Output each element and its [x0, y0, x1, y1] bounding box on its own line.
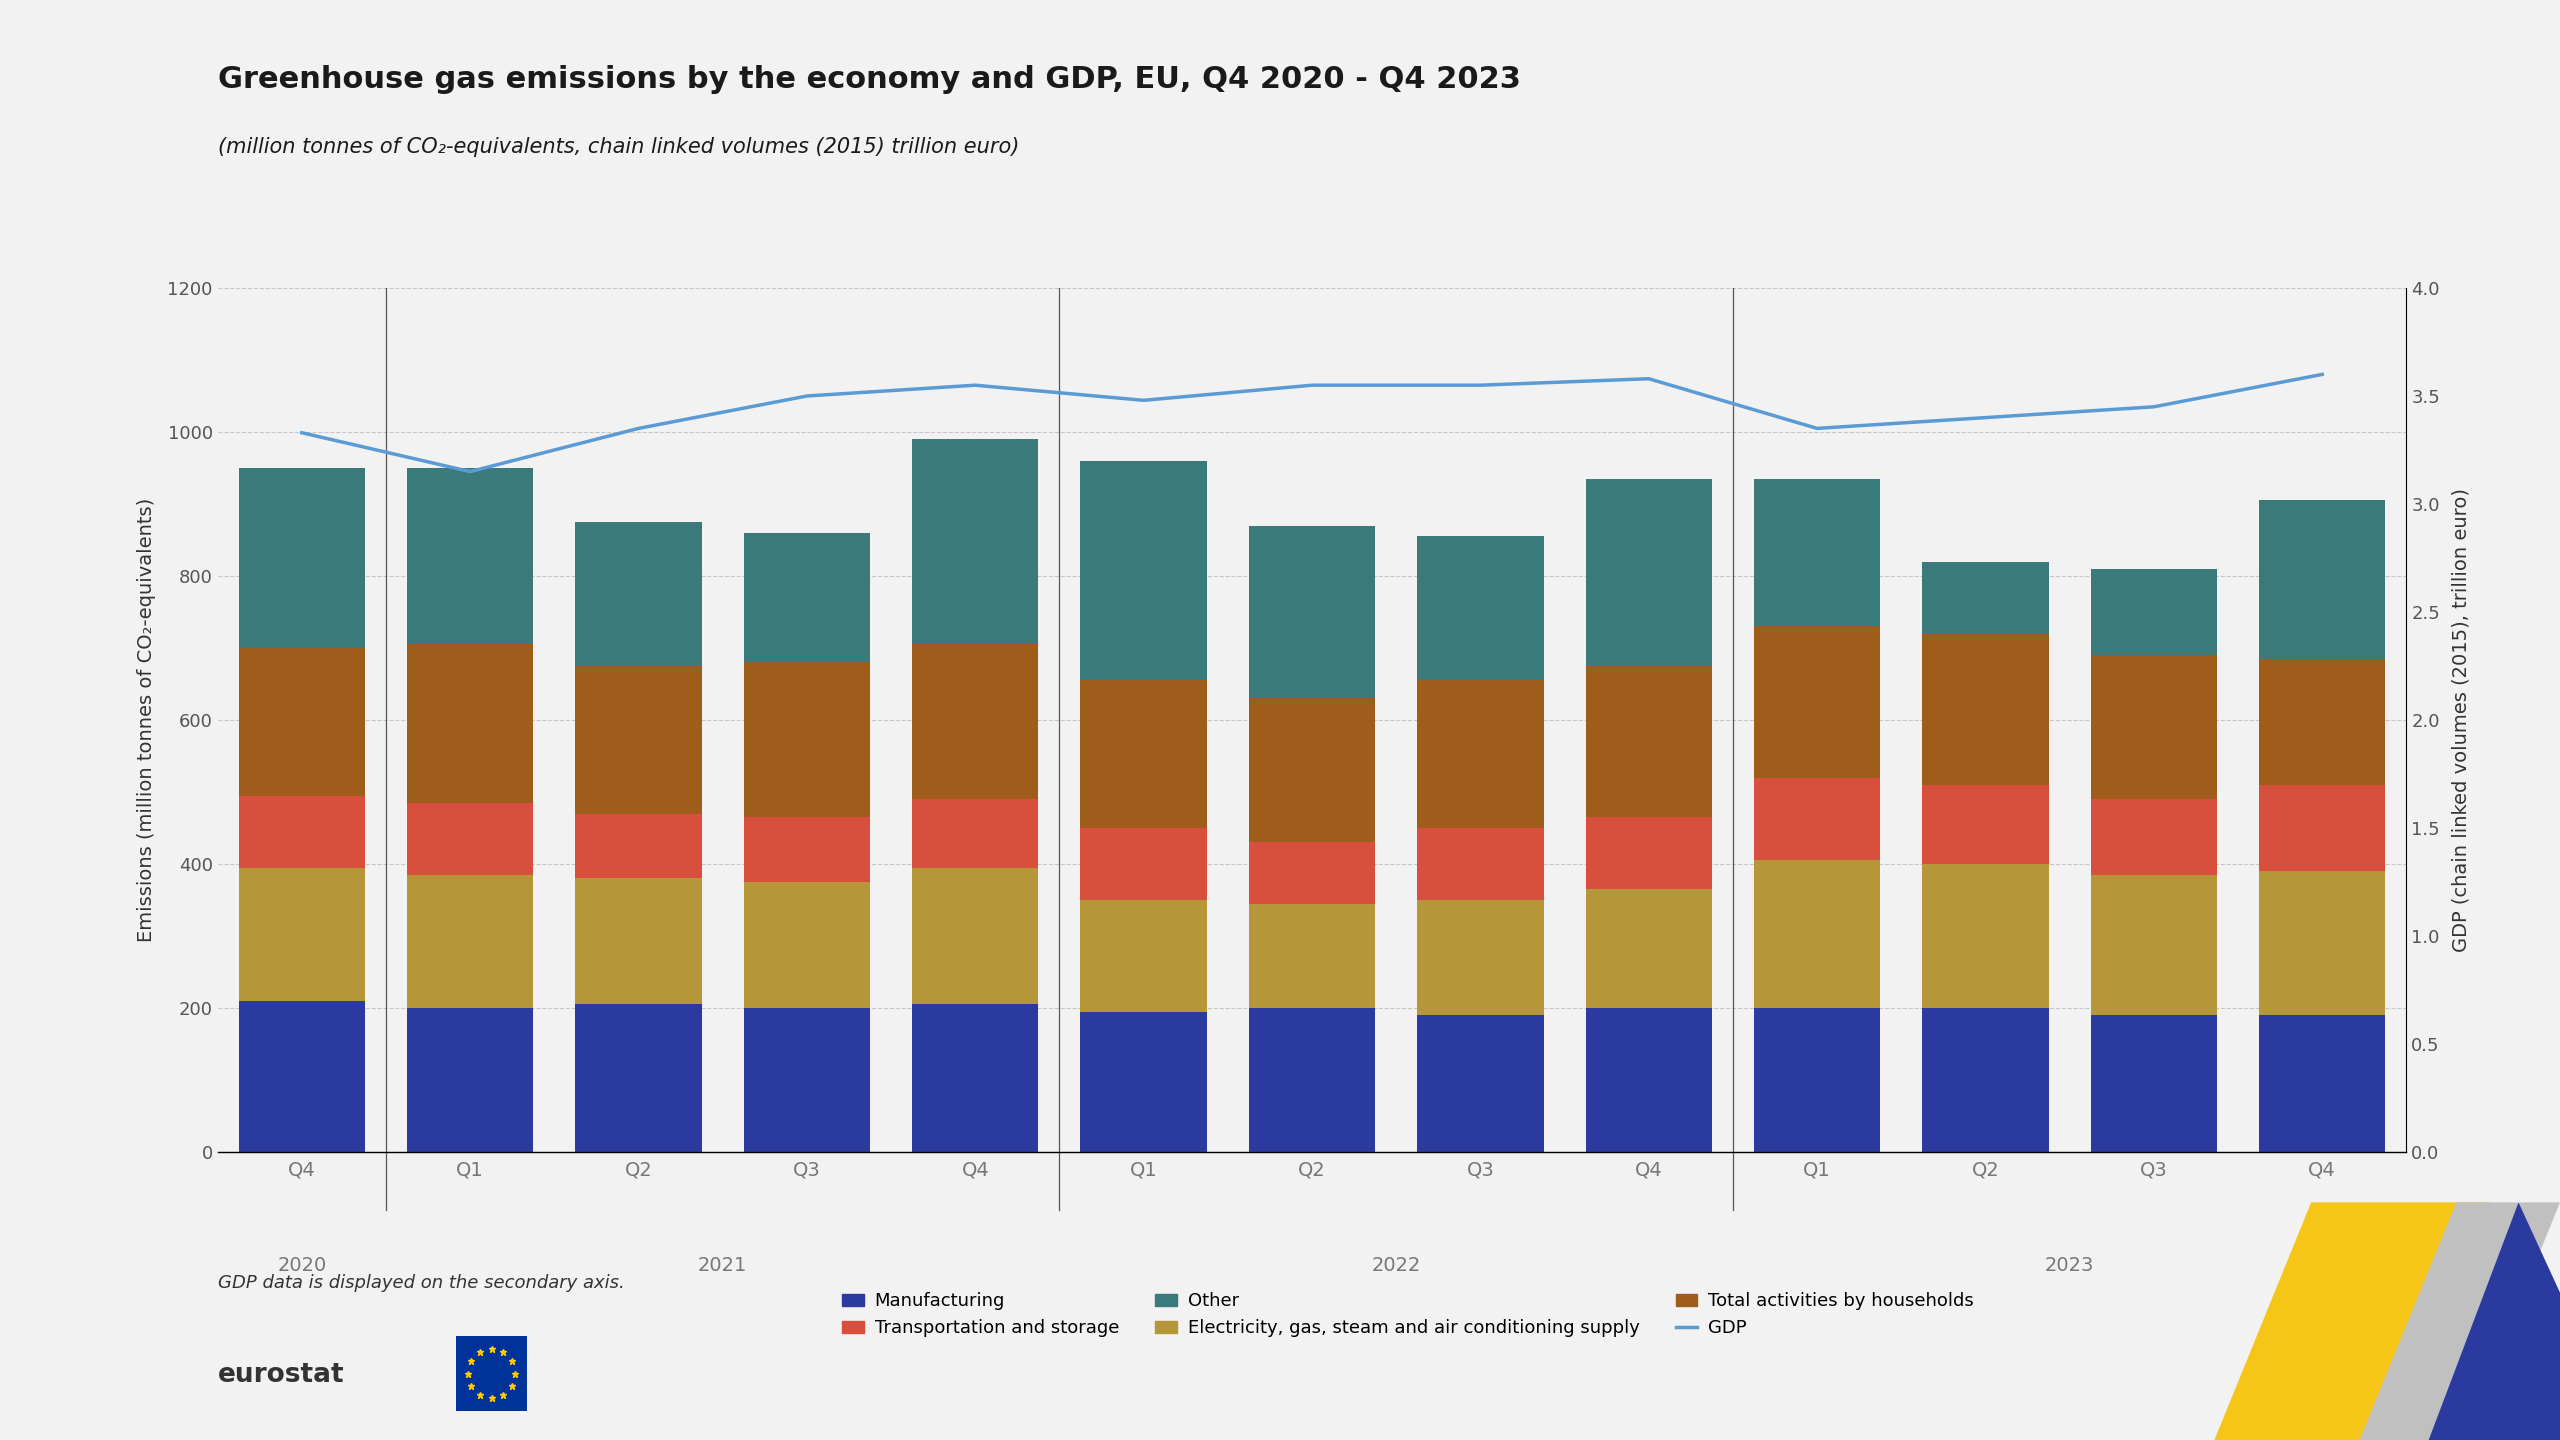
Bar — [1080, 680, 1206, 828]
Y-axis label: Emissions (million tonnes of CO₂-equivalents): Emissions (million tonnes of CO₂-equival… — [138, 498, 156, 942]
Bar — [1923, 634, 2048, 785]
Bar — [576, 665, 701, 814]
Bar — [576, 521, 701, 665]
Polygon shape — [2214, 1202, 2491, 1440]
Bar — [407, 468, 532, 644]
Bar — [1249, 698, 1375, 842]
Bar — [2092, 1015, 2217, 1152]
Bar — [911, 644, 1039, 799]
Bar — [238, 867, 366, 1001]
Bar — [238, 795, 366, 867]
Text: 2020: 2020 — [276, 1256, 328, 1276]
Bar — [1418, 900, 1544, 1015]
Bar — [1080, 900, 1206, 1011]
Bar — [407, 645, 532, 802]
Bar — [407, 1008, 532, 1152]
Bar — [576, 1005, 701, 1152]
Bar — [1585, 665, 1713, 818]
Bar — [238, 648, 366, 795]
Bar — [238, 1001, 366, 1152]
Y-axis label: GDP (chain linked volumes (2015), trillion euro): GDP (chain linked volumes (2015), trilli… — [2450, 488, 2470, 952]
Bar — [407, 802, 532, 874]
Bar — [1754, 860, 1879, 1008]
Bar — [1418, 680, 1544, 828]
Bar — [1249, 1008, 1375, 1152]
Bar — [1585, 1008, 1713, 1152]
Bar — [2092, 874, 2217, 1015]
Bar — [1080, 828, 1206, 900]
Bar — [1418, 828, 1544, 900]
Bar — [911, 799, 1039, 867]
Text: 2022: 2022 — [1372, 1256, 1421, 1276]
Text: 2023: 2023 — [2045, 1256, 2094, 1276]
Bar — [1923, 785, 2048, 864]
Bar — [407, 874, 532, 1008]
Bar — [911, 1005, 1039, 1152]
Bar — [2092, 655, 2217, 799]
Bar — [1080, 1011, 1206, 1152]
Bar — [1249, 904, 1375, 1008]
Bar — [2258, 658, 2386, 785]
Bar — [1249, 526, 1375, 698]
Legend: Manufacturing, Transportation and storage, Other, Electricity, gas, steam and ai: Manufacturing, Transportation and storag… — [835, 1284, 1981, 1345]
Text: eurostat: eurostat — [218, 1362, 343, 1388]
Bar — [576, 814, 701, 878]
Text: (million tonnes of CO₂-equivalents, chain linked volumes (2015) trillion euro): (million tonnes of CO₂-equivalents, chai… — [218, 137, 1019, 157]
Bar — [911, 439, 1039, 644]
Bar — [2092, 569, 2217, 655]
Bar — [1923, 1008, 2048, 1152]
Bar — [2258, 1015, 2386, 1152]
Bar — [1923, 864, 2048, 1008]
Bar — [1923, 562, 2048, 634]
Bar — [1418, 536, 1544, 680]
Bar — [238, 468, 366, 648]
Polygon shape — [2429, 1202, 2560, 1440]
Bar — [576, 878, 701, 1005]
Bar — [745, 818, 870, 881]
Bar — [2258, 500, 2386, 658]
Bar — [745, 881, 870, 1008]
Text: GDP data is displayed on the secondary axis.: GDP data is displayed on the secondary a… — [218, 1274, 625, 1293]
Bar — [911, 867, 1039, 1005]
Text: Greenhouse gas emissions by the economy and GDP, EU, Q4 2020 - Q4 2023: Greenhouse gas emissions by the economy … — [218, 65, 1521, 94]
Text: 2021: 2021 — [699, 1256, 748, 1276]
Bar — [745, 533, 870, 662]
Bar — [1080, 461, 1206, 680]
Bar — [1754, 778, 1879, 860]
Bar — [1585, 888, 1713, 1008]
Polygon shape — [2360, 1202, 2560, 1440]
Bar — [1754, 1008, 1879, 1152]
Bar — [1754, 626, 1879, 778]
Bar — [2258, 785, 2386, 871]
Bar — [745, 662, 870, 818]
Bar — [2092, 799, 2217, 874]
Bar — [1585, 478, 1713, 665]
Bar — [1585, 818, 1713, 888]
Bar — [1418, 1015, 1544, 1152]
Bar — [1754, 478, 1879, 626]
Bar — [1249, 842, 1375, 904]
Bar — [2258, 871, 2386, 1015]
Bar — [745, 1008, 870, 1152]
